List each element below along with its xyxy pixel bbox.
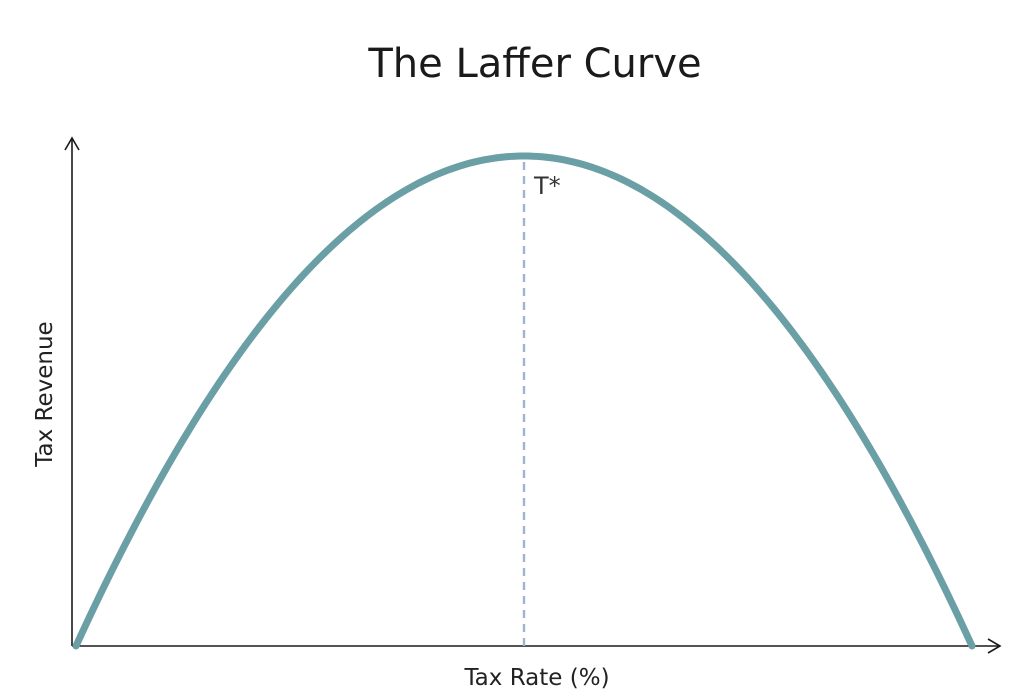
x-axis-arrow-icon: [987, 638, 1002, 654]
y-axis-label: Tax Revenue: [32, 321, 58, 467]
y-axis-arrow-icon: [64, 136, 80, 151]
chart-title: The Laffer Curve: [367, 41, 701, 87]
axes: [64, 136, 1002, 654]
optimal-rate-label: T*: [533, 172, 561, 200]
laffer-curve-line: [72, 152, 976, 650]
x-axis-label: Tax Rate (%): [463, 665, 609, 691]
